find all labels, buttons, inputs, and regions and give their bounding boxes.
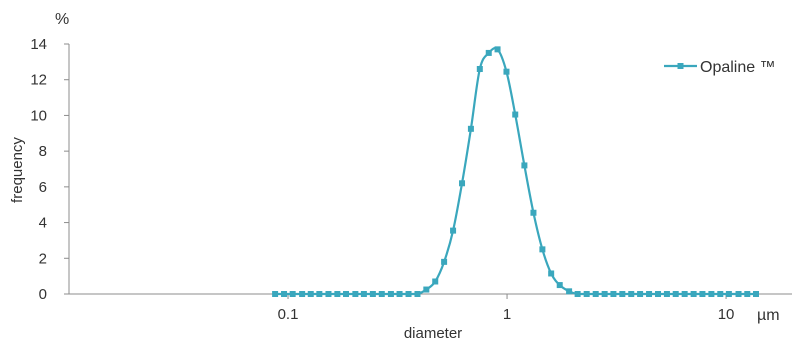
data-point-marker (681, 291, 688, 297)
y-tick-label: 14 (30, 36, 47, 53)
data-point-marker (272, 291, 279, 297)
data-point-marker (387, 291, 394, 297)
y-tick-label: 4 (39, 215, 47, 232)
x-tick-label: 0.1 (278, 306, 299, 323)
x-tick-label: 10 (718, 306, 735, 323)
data-point-marker (583, 291, 590, 297)
legend-label: Opaline ™ (700, 59, 776, 76)
y-tick-label: 12 (30, 72, 47, 89)
x-unit-label: µm (757, 307, 780, 324)
data-point-marker (672, 291, 679, 297)
data-point-marker (717, 291, 724, 297)
axes (68, 44, 792, 295)
data-point-marker (637, 291, 644, 297)
y-tick-label: 0 (39, 286, 47, 303)
data-point-marker (369, 291, 376, 297)
data-point-marker (548, 270, 555, 277)
data-point-marker (467, 125, 474, 132)
y-unit-label: % (55, 11, 69, 28)
data-point-marker (485, 49, 492, 56)
legend: Opaline ™ (664, 59, 776, 76)
data-point-marker (476, 66, 483, 72)
data-point-marker (299, 291, 306, 297)
data-point-marker (619, 291, 626, 297)
data-point-marker (753, 291, 760, 297)
data-point-marker (601, 291, 608, 297)
data-point-marker (592, 291, 599, 297)
data-point-marker (343, 291, 350, 297)
data-point-marker (574, 291, 581, 297)
data-point-marker (646, 291, 653, 297)
data-point-marker (494, 46, 501, 53)
data-point-marker (396, 291, 403, 297)
y-tick-label: 6 (39, 179, 47, 196)
data-point-marker (281, 291, 288, 297)
data-point-marker (352, 291, 359, 297)
data-point-marker (655, 291, 662, 297)
data-point-marker (744, 291, 751, 297)
data-point-marker (459, 180, 466, 187)
data-point-marker (414, 291, 421, 297)
data-point-marker (432, 278, 439, 285)
y-axis-title: frequency (9, 137, 26, 203)
y-tick-label: 8 (39, 143, 47, 160)
data-point-marker (628, 291, 635, 297)
data-point-marker (423, 286, 430, 293)
x-axis-ticks: 0.1 1 10 (278, 294, 735, 323)
data-point-marker (503, 68, 510, 75)
x-axis-title: diameter (404, 325, 462, 342)
data-point-marker (441, 258, 448, 265)
data-point-marker (530, 209, 537, 216)
data-point-marker (325, 291, 332, 297)
data-point-marker (512, 111, 519, 118)
data-point-marker (690, 291, 697, 297)
series-markers-opaline (272, 46, 760, 297)
data-point-marker (539, 246, 546, 253)
data-point-marker (663, 291, 670, 297)
data-point-marker (316, 291, 323, 297)
data-point-marker (450, 227, 457, 234)
data-point-marker (405, 291, 412, 297)
y-tick-label: 2 (39, 250, 47, 267)
data-point-marker (556, 282, 563, 289)
data-point-marker (378, 291, 385, 297)
data-point-marker (521, 162, 528, 169)
y-axis-ticks: 0 2 4 6 8 10 12 14 (30, 36, 69, 303)
data-point-marker (708, 291, 715, 297)
data-point-marker (566, 288, 573, 295)
data-point-marker (699, 291, 706, 297)
y-tick-label: 10 (30, 107, 47, 124)
data-point-marker (725, 291, 732, 297)
data-point-marker (735, 291, 742, 297)
x-tick-label: 1 (503, 306, 511, 323)
data-point-marker (360, 291, 367, 297)
data-point-marker (289, 291, 296, 297)
data-point-marker (307, 291, 314, 297)
data-point-marker (610, 291, 617, 297)
data-point-marker (334, 291, 341, 297)
legend-marker-swatch (677, 63, 684, 69)
series-line-opaline (275, 47, 757, 296)
